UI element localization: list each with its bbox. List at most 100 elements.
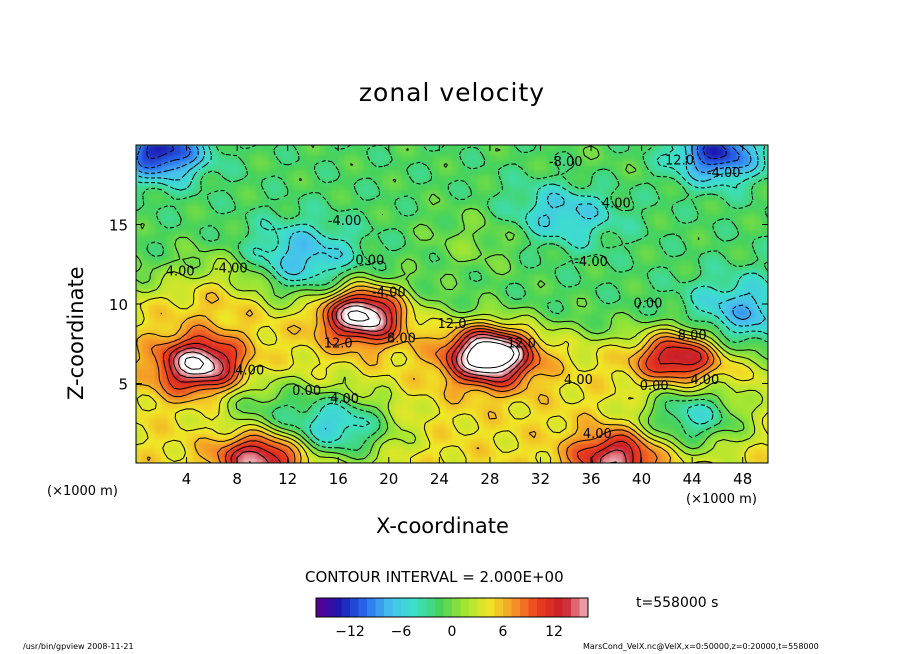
heatmap-cell [312,274,320,280]
heatmap-cell [515,418,523,424]
heatmap-cell [218,219,226,226]
heatmap-cell [363,358,371,365]
heatmap-cell [717,393,725,400]
heatmap-cell [142,403,150,409]
heatmap-cell [237,403,245,409]
heatmap-cell [704,393,712,400]
heatmap-cell [584,323,592,330]
heatmap-cell [211,328,219,335]
heatmap-cell [489,438,497,444]
heatmap-cell [237,224,245,231]
heatmap-cell [470,358,478,365]
heatmap-cell [186,373,194,380]
heatmap-cell [565,219,573,226]
heatmap-cell [319,348,327,355]
heatmap-cell [287,448,295,454]
heatmap-cell [508,418,516,424]
heatmap-cell [439,373,447,380]
heatmap-cell [641,373,649,380]
heatmap-cell [622,453,630,459]
heatmap-cell [628,338,636,345]
heatmap-cell [553,224,561,231]
heatmap-cell [496,259,504,265]
heatmap-cell [300,433,308,439]
heatmap-cell [749,418,756,424]
heatmap-cell [344,279,352,285]
heatmap-cell [192,433,200,439]
heatmap-cell [142,373,150,380]
heatmap-cell [382,343,390,350]
heatmap-cell [136,328,143,335]
heatmap-cell [161,294,169,300]
heatmap-cell [660,393,668,400]
heatmap-cell [369,229,377,236]
heatmap-cell [635,428,643,434]
heatmap-cell [148,363,156,370]
heatmap-cell [281,378,289,385]
heatmap-cell [218,274,226,280]
heatmap-cell [584,279,592,285]
heatmap-cell [584,244,592,250]
heatmap-cell [199,254,207,260]
heatmap-cell [565,289,573,295]
heatmap-cell [224,289,232,295]
heatmap-cell [136,348,143,355]
heatmap-cell [205,448,213,454]
heatmap-cell [350,254,358,260]
heatmap-cell [540,249,548,255]
heatmap-cell [338,428,346,434]
heatmap-cell [477,234,485,241]
heatmap-cell [553,353,561,360]
heatmap-cell [502,279,510,285]
heatmap-cell [249,388,257,395]
heatmap-cell [357,299,365,305]
heatmap-cell [136,304,143,310]
heatmap-cell [565,254,573,260]
heatmap-cell [679,264,687,270]
heatmap-cell [749,333,756,340]
heatmap-cell [477,299,485,305]
heatmap-cell [161,264,169,270]
heatmap-cell [414,423,421,429]
heatmap-cell [654,299,662,305]
heatmap-cell [281,453,289,459]
heatmap-cell [565,448,573,454]
heatmap-cell [610,269,617,275]
heatmap-cell [553,408,561,414]
heatmap-cell [420,239,428,245]
heatmap-cell [635,299,643,305]
heatmap-cell [742,299,750,305]
heatmap-cell [736,249,744,255]
heatmap-cell [218,254,226,260]
heatmap-cell [761,313,768,320]
heatmap-cell [142,249,150,255]
heatmap-cell [534,279,542,285]
heatmap-cell [230,443,238,449]
heatmap-cell [186,234,194,241]
heatmap-cell [698,353,706,360]
heatmap-cell [388,333,396,340]
heatmap-cell [458,433,466,439]
heatmap-cell [749,373,756,380]
heatmap-cell [515,393,523,400]
heatmap-cell [281,259,289,265]
heatmap-cell [439,428,447,434]
heatmap-cell [660,398,668,404]
heatmap-cell [205,388,213,395]
heatmap-cell [527,453,535,459]
heatmap-cell [344,259,352,265]
heatmap-cell [736,318,744,325]
heatmap-cell [692,323,700,330]
heatmap-cell [534,333,542,340]
heatmap-cell [407,348,415,355]
heatmap-cell [515,438,523,444]
heatmap-cell [559,214,567,221]
heatmap-cell [502,239,510,245]
heatmap-cell [641,313,649,320]
heatmap-cell [249,284,257,290]
heatmap-cell [357,433,365,439]
heatmap-cell [237,358,245,365]
heatmap-cell [401,363,409,370]
heatmap-cell [312,408,320,414]
heatmap-cell [395,438,403,444]
